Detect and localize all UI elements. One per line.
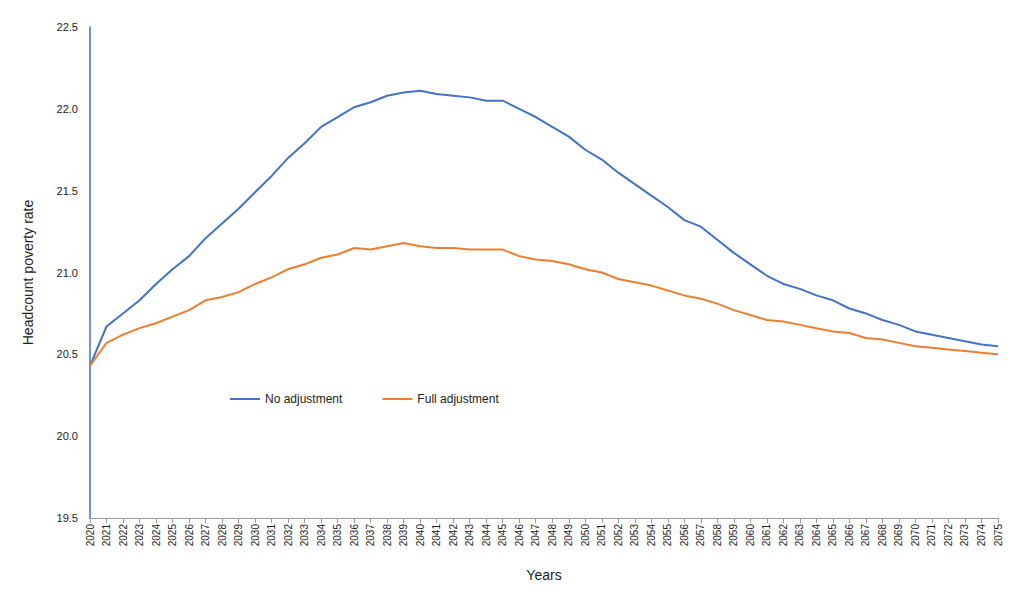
- svg-text:2060: 2060: [745, 524, 756, 547]
- svg-text:2046: 2046: [514, 524, 525, 547]
- svg-text:19.5: 19.5: [57, 512, 78, 524]
- svg-text:2063: 2063: [794, 524, 805, 547]
- svg-text:2051: 2051: [596, 524, 607, 547]
- svg-text:2069: 2069: [893, 524, 904, 547]
- svg-text:20.5: 20.5: [57, 348, 78, 360]
- svg-text:2067: 2067: [860, 524, 871, 547]
- svg-text:2065: 2065: [827, 524, 838, 547]
- svg-text:21.5: 21.5: [57, 185, 78, 197]
- svg-text:2056: 2056: [679, 524, 690, 547]
- svg-text:2031: 2031: [266, 524, 277, 547]
- svg-text:2062: 2062: [778, 524, 789, 547]
- svg-text:2074: 2074: [976, 524, 987, 547]
- svg-text:2022: 2022: [118, 524, 129, 547]
- svg-text:2058: 2058: [712, 524, 723, 547]
- svg-text:2072: 2072: [943, 524, 954, 547]
- svg-text:2050: 2050: [580, 524, 591, 547]
- svg-text:2043: 2043: [464, 524, 475, 547]
- svg-text:2033: 2033: [299, 524, 310, 547]
- svg-text:2025: 2025: [167, 524, 178, 547]
- svg-text:2073: 2073: [959, 524, 970, 547]
- svg-text:2070: 2070: [910, 524, 921, 547]
- svg-text:2036: 2036: [349, 524, 360, 547]
- svg-text:2052: 2052: [613, 524, 624, 547]
- svg-text:2028: 2028: [217, 524, 228, 547]
- svg-text:Years: Years: [526, 567, 561, 583]
- svg-text:2027: 2027: [200, 524, 211, 547]
- svg-text:22.5: 22.5: [57, 21, 78, 33]
- svg-text:2024: 2024: [151, 524, 162, 547]
- svg-text:2071: 2071: [926, 524, 937, 547]
- svg-text:2038: 2038: [382, 524, 393, 547]
- svg-text:2039: 2039: [398, 524, 409, 547]
- svg-text:2047: 2047: [530, 524, 541, 547]
- svg-text:2026: 2026: [184, 524, 195, 547]
- svg-text:20.0: 20.0: [57, 430, 78, 442]
- svg-text:No adjustment: No adjustment: [265, 392, 343, 406]
- svg-text:2029: 2029: [233, 524, 244, 547]
- svg-text:2042: 2042: [448, 524, 459, 547]
- svg-text:2055: 2055: [662, 524, 673, 547]
- svg-text:2044: 2044: [481, 524, 492, 547]
- svg-text:2034: 2034: [316, 524, 327, 547]
- svg-text:2059: 2059: [728, 524, 739, 547]
- svg-text:2035: 2035: [332, 524, 343, 547]
- svg-text:2048: 2048: [547, 524, 558, 547]
- svg-text:2049: 2049: [563, 524, 574, 547]
- svg-text:2041: 2041: [431, 524, 442, 547]
- svg-text:2068: 2068: [877, 524, 888, 547]
- svg-text:2064: 2064: [811, 524, 822, 547]
- svg-text:2032: 2032: [283, 524, 294, 547]
- svg-text:2037: 2037: [365, 524, 376, 547]
- svg-text:2053: 2053: [629, 524, 640, 547]
- svg-text:2030: 2030: [250, 524, 261, 547]
- svg-text:2075: 2075: [993, 524, 1004, 547]
- svg-text:Headcount poverty rate: Headcount poverty rate: [20, 200, 36, 346]
- svg-text:2057: 2057: [695, 524, 706, 547]
- svg-text:2045: 2045: [497, 524, 508, 547]
- svg-text:2066: 2066: [844, 524, 855, 547]
- svg-text:2020: 2020: [85, 524, 96, 547]
- svg-text:21.0: 21.0: [57, 267, 78, 279]
- svg-text:2040: 2040: [415, 524, 426, 547]
- svg-text:2061: 2061: [761, 524, 772, 547]
- svg-text:22.0: 22.0: [57, 103, 78, 115]
- svg-text:2054: 2054: [646, 524, 657, 547]
- svg-text:2021: 2021: [101, 524, 112, 547]
- svg-text:Full adjustment: Full adjustment: [417, 392, 499, 406]
- svg-text:2023: 2023: [134, 524, 145, 547]
